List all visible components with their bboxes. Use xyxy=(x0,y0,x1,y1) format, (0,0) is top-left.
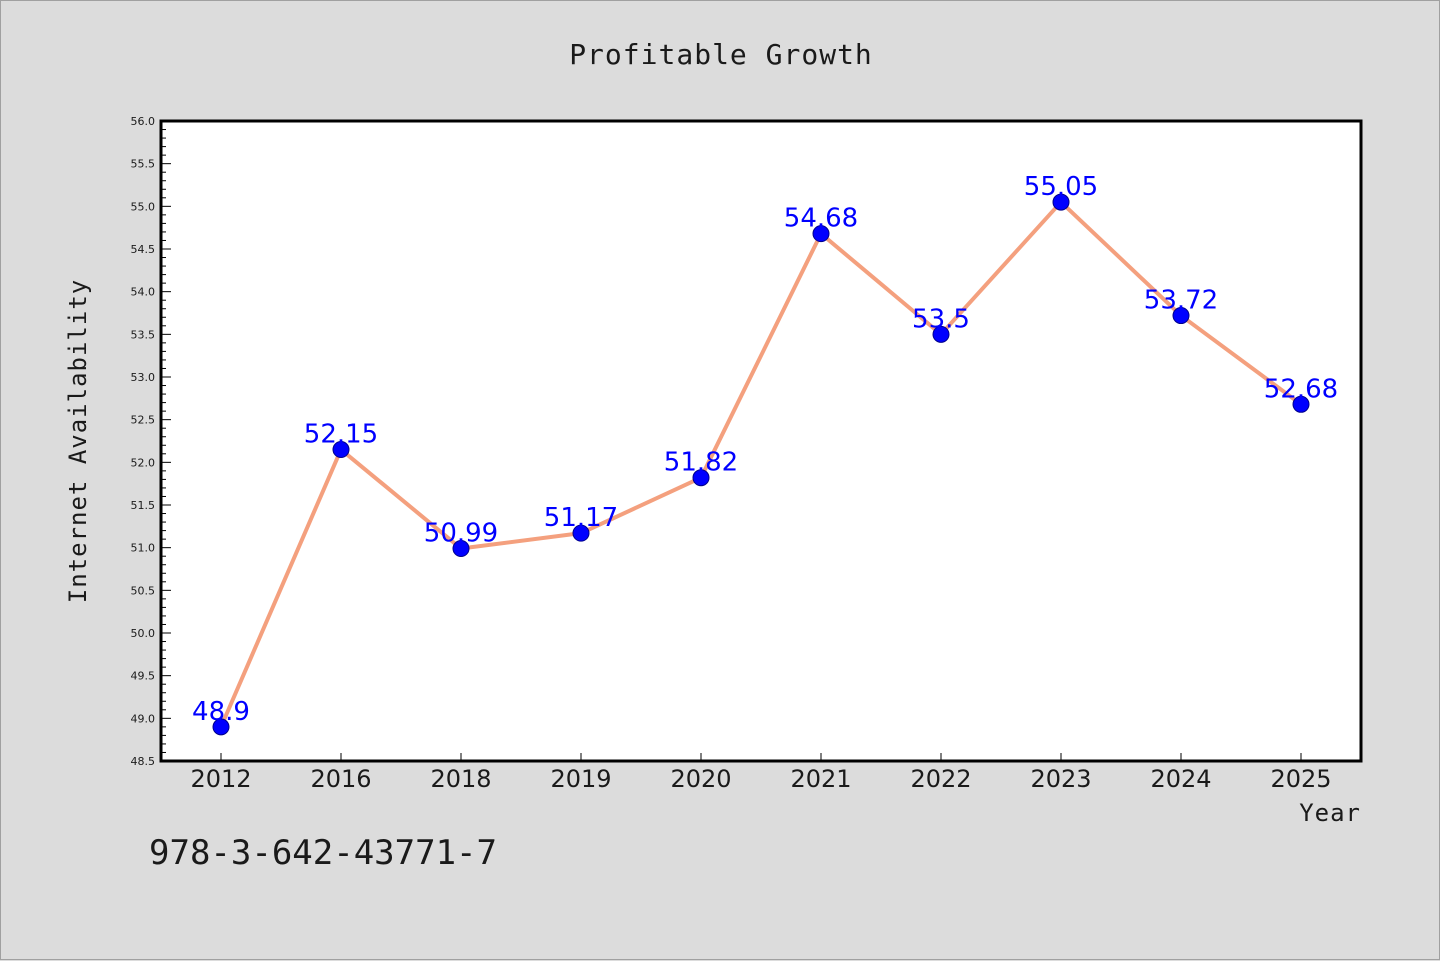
x-tick-label: 2018 xyxy=(430,765,491,793)
y-tick-label: 50.0 xyxy=(131,627,156,640)
y-tick-label: 51.0 xyxy=(131,542,156,555)
x-tick-label: 2024 xyxy=(1150,765,1211,793)
data-point xyxy=(332,441,350,459)
data-label: 52.15 xyxy=(304,420,378,450)
chart-title: Profitable Growth xyxy=(569,38,873,71)
y-tick-label: 54.5 xyxy=(131,243,156,256)
y-tick-label: 54.0 xyxy=(131,286,156,299)
series-line xyxy=(219,200,1303,728)
data-point xyxy=(812,225,830,243)
data-label: 53.72 xyxy=(1144,286,1218,316)
x-tick-label: 2012 xyxy=(190,765,251,793)
x-tick-label: 2020 xyxy=(670,765,731,793)
data-point xyxy=(932,325,950,343)
x-tick-label: 2023 xyxy=(1030,765,1091,793)
y-tick-label: 55.0 xyxy=(131,200,156,213)
plot-area xyxy=(159,119,1363,763)
data-point xyxy=(1052,193,1070,211)
x-tick-label: 2019 xyxy=(550,765,611,793)
x-axis: 2012 2016 2018 2019 2020 2021 2022 2023 2024 2025 xyxy=(190,753,1332,793)
data-markers xyxy=(212,193,1310,736)
y-tick-label: 49.0 xyxy=(131,712,156,725)
data-point xyxy=(1292,395,1310,413)
data-point xyxy=(692,469,710,487)
data-label: 51.17 xyxy=(544,503,618,533)
data-point xyxy=(1172,307,1190,325)
y-tick-label: 48.5 xyxy=(131,755,156,768)
x-tick-label: 2021 xyxy=(790,765,851,793)
y-axis: 48.5 49.0 49.5 50.0 50.5 51.0 51.5 52.0 52.5 53.0… xyxy=(131,115,171,768)
data-point xyxy=(452,540,470,558)
data-label: 51.82 xyxy=(664,448,738,478)
data-label: 48.9 xyxy=(192,697,250,727)
y-tick-label: 55.5 xyxy=(131,158,156,171)
x-tick-label: 2025 xyxy=(1270,765,1331,793)
y-tick-label: 52.0 xyxy=(131,456,156,469)
data-point xyxy=(212,718,230,736)
data-label: 50.99 xyxy=(424,519,498,549)
data-label: 55.05 xyxy=(1024,172,1098,202)
data-point xyxy=(572,524,590,542)
y-axis-label: Internet Availability xyxy=(64,279,92,603)
x-tick-label: 2016 xyxy=(310,765,371,793)
y-tick-label: 52.5 xyxy=(131,414,156,427)
data-label: 52.68 xyxy=(1264,374,1338,404)
y-tick-label: 51.5 xyxy=(131,499,156,512)
y-tick-label: 56.0 xyxy=(131,115,156,128)
y-tick-label: 49.5 xyxy=(131,670,156,683)
isbn-text: 978-3-642-43771-7 xyxy=(149,833,497,873)
x-tick-label: 2022 xyxy=(910,765,971,793)
data-label: 54.68 xyxy=(784,204,858,234)
data-labels: 48.9 52.15 50.99 51.17 51.82 54.68 53.5 55.05 53… xyxy=(192,172,1338,727)
y-tick-label: 53.0 xyxy=(131,371,156,384)
x-axis-label: Year xyxy=(1299,799,1361,827)
y-tick-label: 53.5 xyxy=(131,328,156,341)
data-label: 53.5 xyxy=(912,304,970,334)
y-tick-label: 50.5 xyxy=(131,584,156,597)
